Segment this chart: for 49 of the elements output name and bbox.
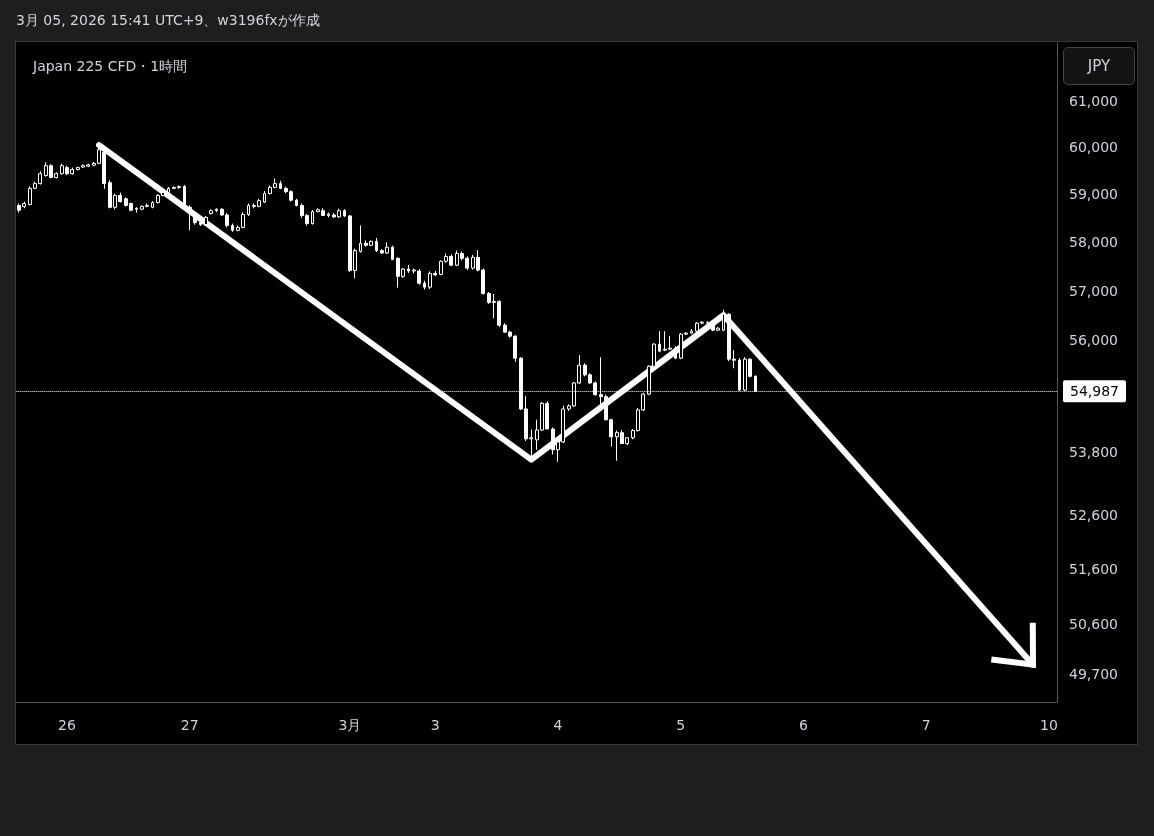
y-tick-label: 53,800 [1069, 444, 1118, 461]
y-tick-label: 52,600 [1069, 507, 1118, 524]
y-tick-label: 60,000 [1069, 138, 1118, 155]
x-tick-label: 26 [58, 717, 77, 733]
candlestick [674, 345, 677, 360]
candlestick [391, 245, 394, 261]
x-tick-label: 10 [1040, 717, 1058, 733]
text: Japan 225 CFD・1時間 [32, 58, 188, 74]
text: 3月 05, 2026 15:41 UTC+9、w3196fxが作成 [16, 12, 320, 30]
candlestick [375, 237, 378, 253]
y-tick-label: 51,600 [1069, 561, 1118, 578]
y-axis-title: JPY [1063, 47, 1135, 85]
candlestick [327, 212, 330, 218]
candlestick [423, 280, 426, 291]
y-tick-label: 59,000 [1069, 186, 1118, 203]
candlestick [209, 208, 213, 215]
y-tick-label: 61,000 [1069, 92, 1118, 109]
candlestick [407, 264, 410, 274]
candlestick [343, 208, 346, 218]
candlestick [311, 209, 314, 226]
candlestick [151, 200, 154, 209]
y-tick-label: 57,000 [1069, 282, 1118, 299]
candlestick [204, 215, 208, 227]
candlestick [215, 207, 218, 213]
x-tick-label: 5 [676, 717, 686, 733]
x-tick-label: 3 [430, 717, 440, 733]
candlestick [199, 220, 202, 227]
candlestick [135, 206, 138, 214]
x-tick-label: 3月 [338, 717, 362, 733]
x-tick-label: 4 [553, 717, 563, 733]
candlestick [167, 186, 170, 195]
candlestick [359, 225, 362, 254]
y-tick-label: 56,000 [1069, 332, 1118, 349]
candlestick [295, 198, 298, 207]
candlestick [690, 328, 693, 335]
ref-line-label: 54,987 [1070, 383, 1119, 400]
x-tick-label: 7 [921, 717, 931, 733]
candlestick [722, 309, 725, 332]
x-tick-label: 6 [799, 717, 809, 733]
candlestick [658, 330, 661, 353]
candlestick [279, 180, 282, 190]
y-tick-label: 50,600 [1069, 616, 1118, 633]
y-tick-label: 58,000 [1069, 233, 1118, 250]
candlestick [706, 320, 709, 326]
candlestick [231, 223, 234, 233]
x-tick-label: 27 [180, 717, 199, 733]
candlestick [263, 190, 266, 204]
y-tick-label: 49,700 [1069, 666, 1118, 683]
candlestick [247, 203, 250, 217]
